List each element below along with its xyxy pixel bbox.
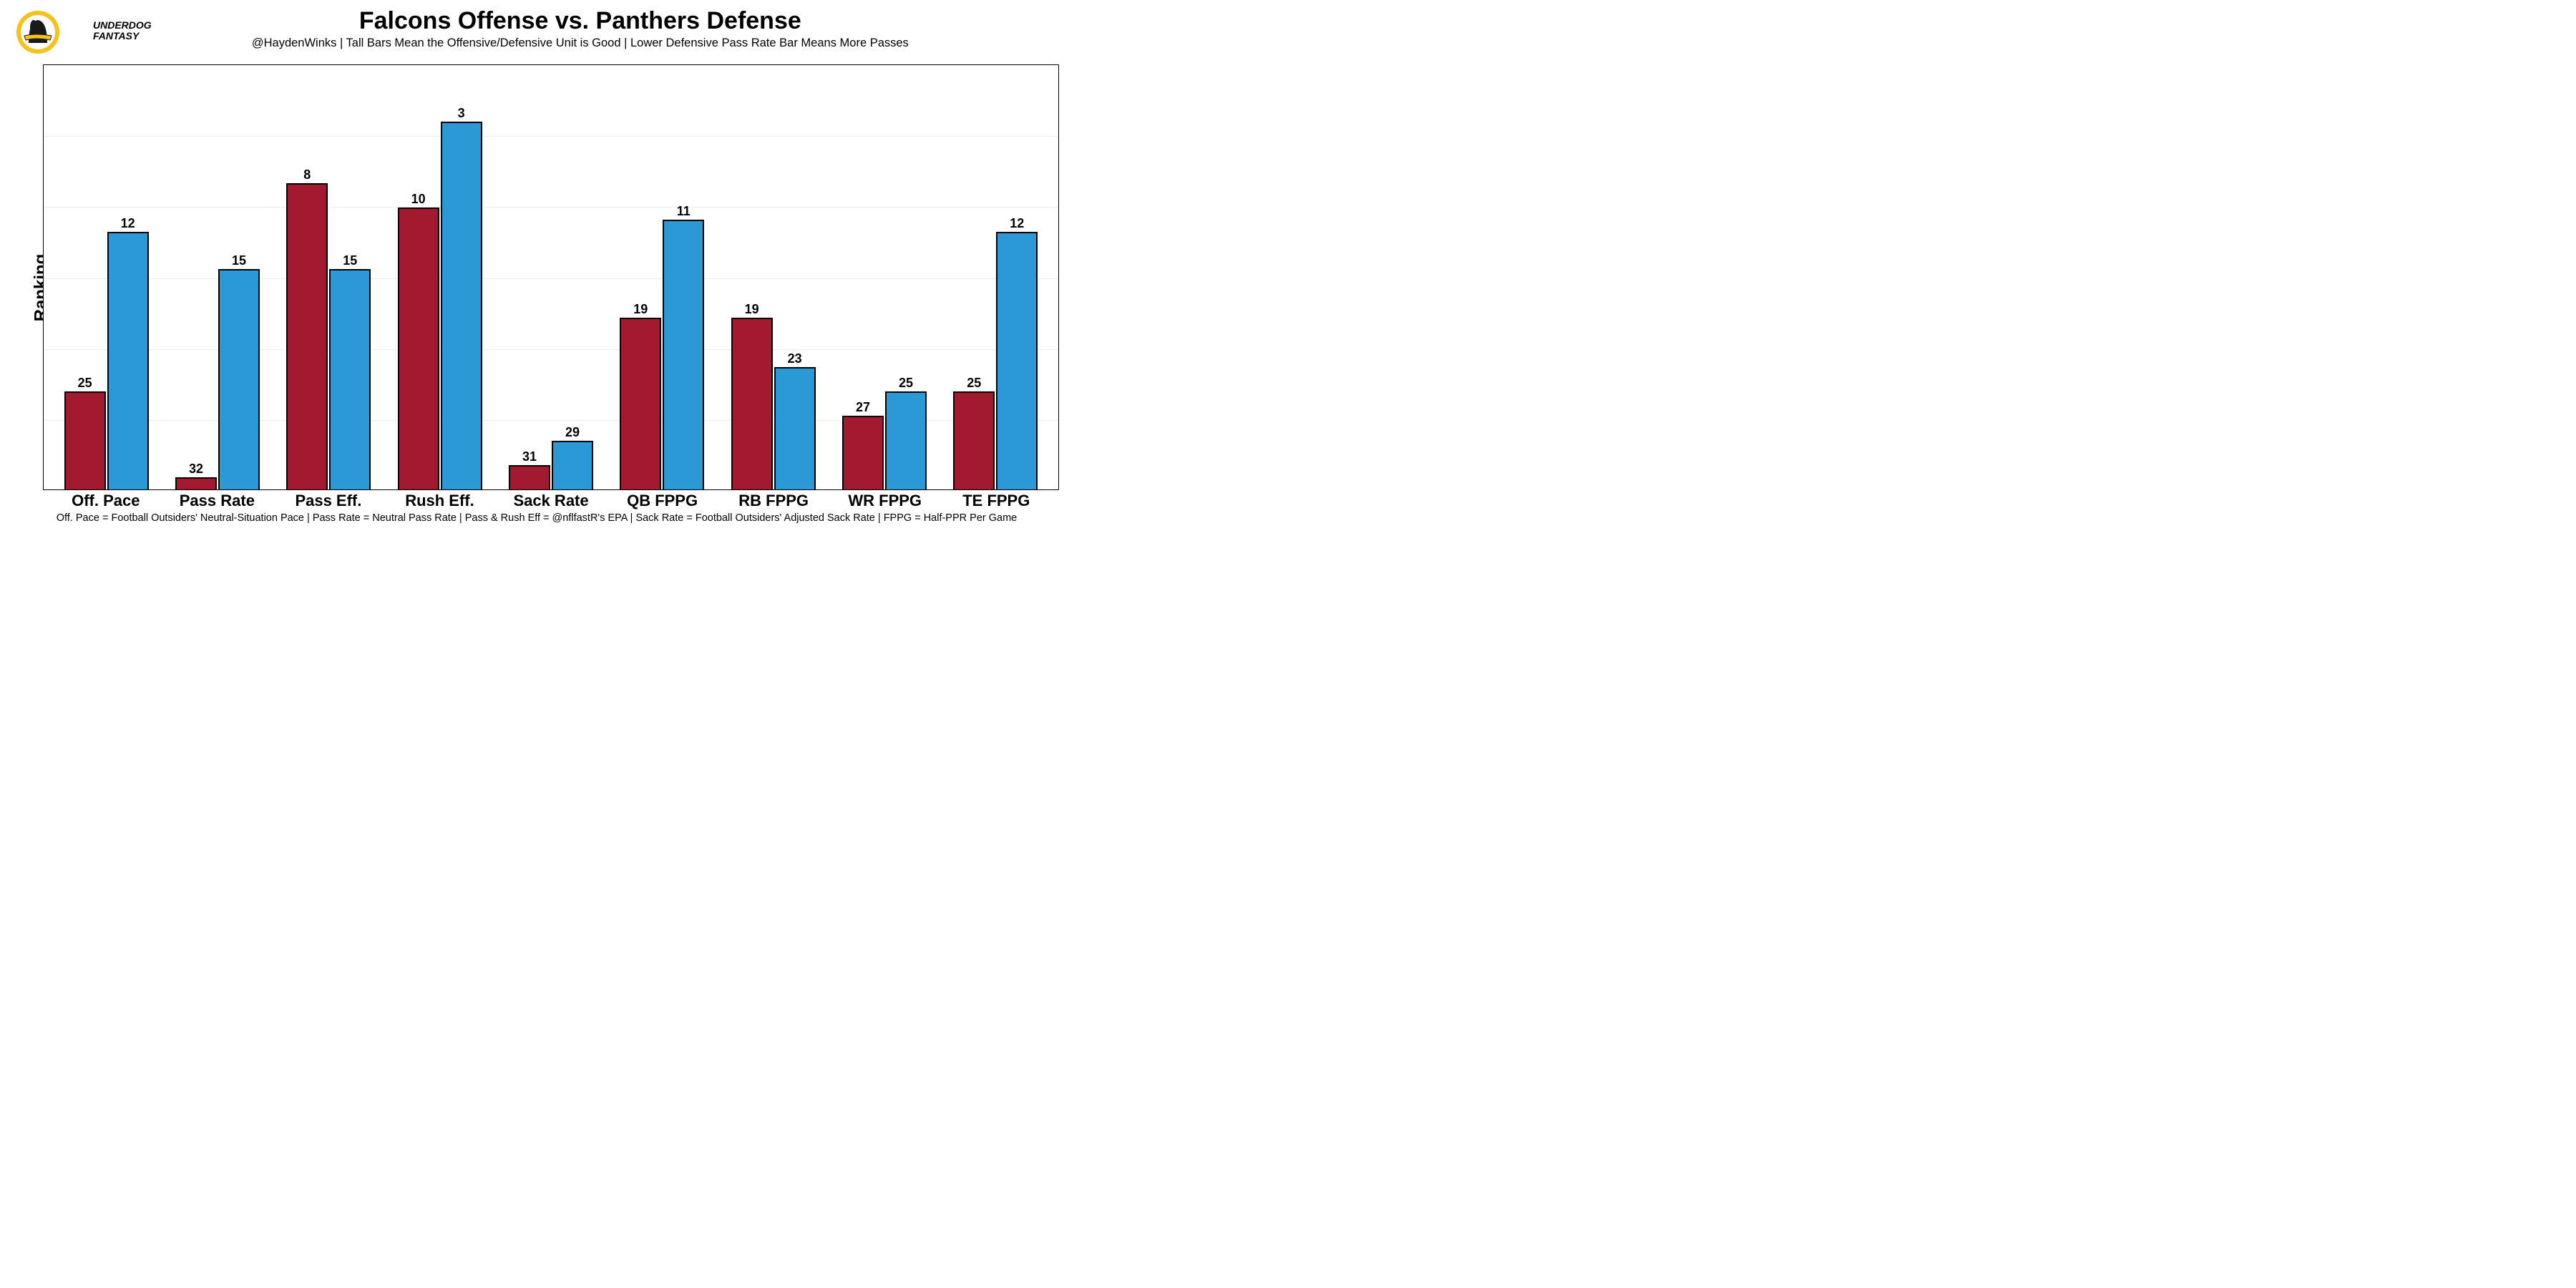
chart-plot-area: 2512321581510331291911192327252512	[43, 64, 1059, 490]
x-category-label: TE FPPG	[941, 492, 1053, 510]
bar: 25	[885, 391, 927, 489]
bar-group: 3215	[162, 65, 273, 489]
bar-value-label: 25	[899, 376, 913, 391]
bar-value-label: 8	[303, 167, 311, 182]
bar: 29	[552, 441, 593, 489]
bar: 32	[175, 477, 217, 489]
bar: 27	[842, 416, 884, 489]
bar: 11	[663, 220, 704, 489]
bar: 23	[774, 367, 816, 489]
bar-value-label: 12	[121, 216, 135, 231]
bar: 12	[996, 232, 1038, 489]
x-category-label: Pass Eff.	[273, 492, 384, 510]
x-axis-labels: Off. PacePass RatePass Eff.Rush Eff.Sack…	[43, 492, 1059, 510]
bar-value-label: 19	[745, 302, 759, 317]
x-category-label: Off. Pace	[50, 492, 162, 510]
bar-value-label: 10	[411, 192, 426, 207]
bar-value-label: 25	[78, 376, 92, 391]
x-category-label: RB FPPG	[718, 492, 829, 510]
logo-line2: FANTASY	[93, 31, 152, 42]
bar-group: 2725	[829, 65, 940, 489]
bar: 19	[731, 318, 773, 489]
bar-group: 2512	[940, 65, 1051, 489]
bar-value-label: 19	[633, 302, 648, 317]
bar-group: 1923	[718, 65, 829, 489]
bar: 31	[509, 465, 550, 489]
chart-title: Falcons Offense vs. Panthers Defense	[166, 7, 995, 35]
bar-value-label: 31	[522, 449, 537, 464]
bar: 25	[953, 391, 995, 489]
x-category-label: WR FPPG	[829, 492, 941, 510]
bar: 19	[620, 318, 661, 489]
bar: 12	[107, 232, 149, 489]
header: UNDERDOG FANTASY Falcons Offense vs. Pan…	[14, 7, 1059, 61]
bar-value-label: 32	[189, 462, 203, 477]
x-category-label: Rush Eff.	[384, 492, 496, 510]
bar: 15	[329, 269, 371, 489]
bars-container: 2512321581510331291911192327252512	[44, 65, 1058, 489]
bar: 8	[286, 183, 328, 489]
bar-value-label: 25	[967, 376, 981, 391]
bar-value-label: 27	[856, 400, 870, 415]
logo-text: UNDERDOG FANTASY	[93, 20, 152, 42]
bar-value-label: 29	[565, 425, 580, 440]
bar-value-label: 15	[343, 253, 357, 268]
bar-group: 1911	[607, 65, 718, 489]
chart-subtitle: @HaydenWinks | Tall Bars Mean the Offens…	[166, 36, 995, 50]
bar: 10	[398, 208, 439, 489]
bar-value-label: 23	[788, 351, 802, 366]
bar-group: 3129	[495, 65, 606, 489]
bar-group: 2512	[51, 65, 162, 489]
logo-line1: UNDERDOG	[93, 20, 152, 31]
bar: 3	[441, 122, 482, 489]
bar-group: 103	[384, 65, 495, 489]
bar-value-label: 15	[232, 253, 246, 268]
bar-group: 815	[273, 65, 384, 489]
title-block: Falcons Offense vs. Panthers Defense @Ha…	[166, 7, 1059, 50]
bar-value-label: 12	[1010, 216, 1024, 231]
bar-value-label: 3	[458, 106, 465, 121]
x-category-label: QB FPPG	[607, 492, 718, 510]
x-category-label: Pass Rate	[162, 492, 273, 510]
bar: 15	[218, 269, 260, 489]
bar: 25	[64, 391, 106, 489]
x-category-label: Sack Rate	[495, 492, 607, 510]
underdog-fantasy-logo	[14, 7, 79, 61]
chart-footer: Off. Pace = Football Outsiders' Neutral-…	[14, 512, 1059, 524]
bar-value-label: 11	[677, 204, 691, 219]
